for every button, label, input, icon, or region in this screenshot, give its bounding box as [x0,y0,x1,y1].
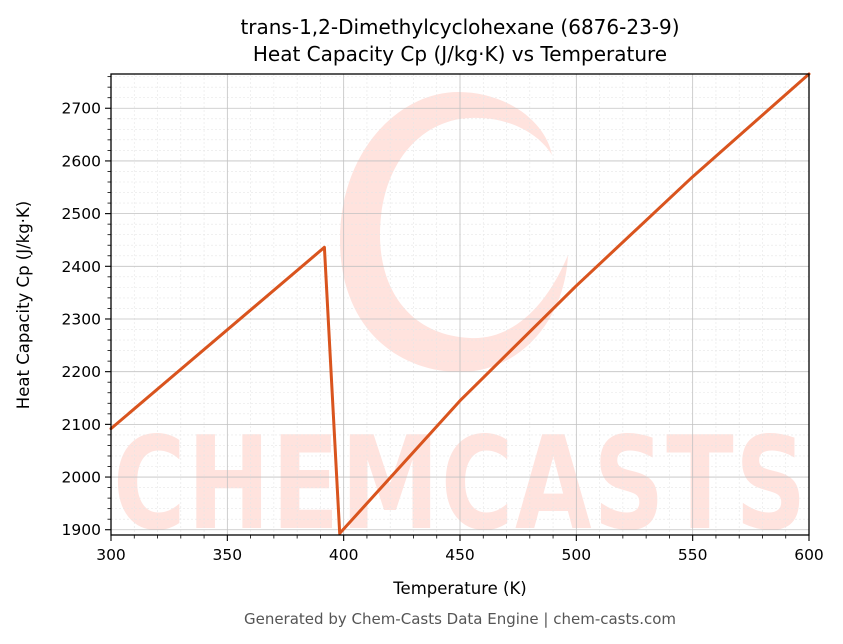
y-tick-label: 2700 [62,100,101,118]
y-tick-label: 2600 [62,152,101,170]
watermark-swirl [340,92,568,372]
y-axis-label: Heat Capacity Cp (J/kg·K) [14,201,33,409]
x-axis: 300 350 400 450 500 550 600 [96,535,824,564]
y-tick-label: 2000 [62,469,101,487]
watermark-logo: CHEMCASTS [113,92,806,559]
footer-credit: Generated by Chem-Casts Data Engine | ch… [244,610,676,628]
x-tick-label: 400 [329,546,359,564]
x-tick-label: 450 [445,546,475,564]
chart-subtitle: Heat Capacity Cp (J/kg·K) vs Temperature [253,42,667,66]
y-tick-label: 1900 [62,521,101,539]
x-tick-label: 500 [562,546,592,564]
y-tick-label: 2500 [62,205,101,223]
x-tick-label: 300 [96,546,126,564]
x-tick-label: 550 [678,546,708,564]
x-axis-label: Temperature (K) [392,579,526,598]
series-layer [109,72,811,535]
y-tick-label: 2100 [62,416,101,434]
series-line [109,72,811,535]
y-tick-label: 2300 [62,310,101,328]
chart-title: trans-1,2-Dimethylcyclohexane (6876-23-9… [240,15,679,39]
y-tick-label: 2400 [62,258,101,276]
y-tick-label: 2200 [62,363,101,381]
x-tick-label: 600 [794,546,824,564]
x-tick-label: 350 [213,546,243,564]
y-axis: 1900 2000 2100 2200 2300 2400 2500 2600 2700 [62,76,111,539]
